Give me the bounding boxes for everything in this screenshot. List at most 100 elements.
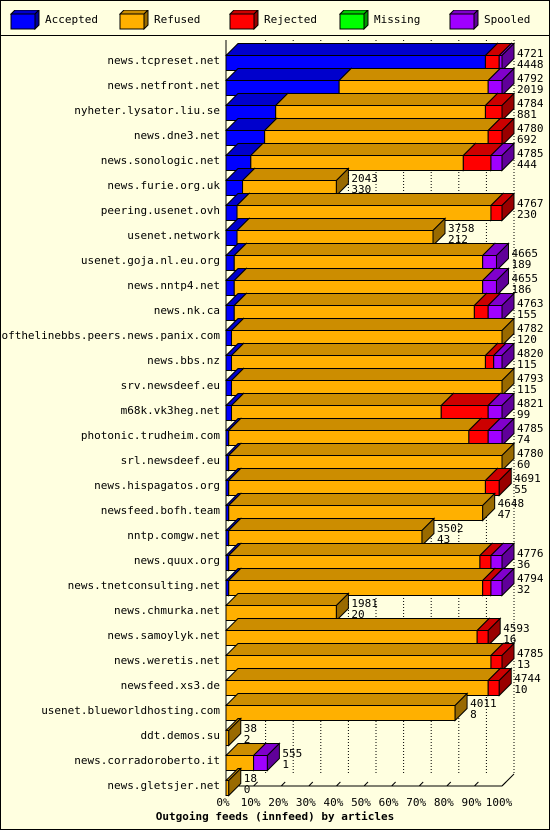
bar-segment-refused xyxy=(263,117,502,147)
row-label: newsfeed.bofh.team xyxy=(101,504,221,517)
bar-segment-refused xyxy=(224,667,502,697)
bar-segment-rejected-face xyxy=(490,205,503,221)
x-tick-label: 40% xyxy=(323,796,343,809)
row-label: news.chmurka.net xyxy=(114,604,220,617)
row-label: endofthelinebbs.peers.news.panix.com xyxy=(0,329,220,342)
row-label: usenet.network xyxy=(127,229,220,242)
bar-segment-refused-top xyxy=(233,268,496,281)
row-total-label: 4793 xyxy=(517,372,544,385)
row-accepted-label: 230 xyxy=(517,208,537,221)
x-tick-mark xyxy=(474,781,479,787)
x-tick-mark xyxy=(418,781,424,787)
row-total-label: 4721 xyxy=(517,47,544,60)
bar-segment-rejected-face xyxy=(462,155,492,171)
bar-segment-rejected-side xyxy=(487,617,501,647)
row-total-label: 4820 xyxy=(517,347,544,360)
bar-segment-spooled xyxy=(486,67,516,97)
bar-segment-refused-side xyxy=(432,217,446,247)
bar-segment-refused xyxy=(235,217,447,247)
row-accepted-label: 330 xyxy=(351,183,371,196)
legend-swatch-box-rejected xyxy=(228,8,260,31)
bar-segment-refused-top xyxy=(224,668,502,681)
x-tick-mark xyxy=(308,781,314,787)
row-accepted-label: 16 xyxy=(503,633,516,646)
x-tick-label: 50% xyxy=(351,796,371,809)
row-label: srv.newsdeef.eu xyxy=(121,379,220,392)
legend-swatch-box-spooled xyxy=(448,8,480,31)
row-accepted-label: 55 xyxy=(514,483,527,496)
bar-segment-refused-top xyxy=(227,568,496,581)
bar-segment-accepted-face xyxy=(225,305,235,321)
bar-segment-rejected-face xyxy=(482,580,492,596)
legend-swatch-box-missing-side xyxy=(363,8,369,31)
bar-segment-refused-side xyxy=(228,717,242,747)
bar-segment-refused xyxy=(241,167,350,197)
bar-segment-accepted xyxy=(224,67,353,97)
bar-segment-refused-top xyxy=(235,193,505,206)
row-total-label: 4655 xyxy=(511,272,537,285)
bar-segment-refused-top xyxy=(230,318,516,331)
legend-swatch-box-accepted xyxy=(9,8,41,31)
row-accepted-label: 32 xyxy=(517,583,530,596)
row-label: news.dne3.net xyxy=(134,129,220,142)
row-accepted-label: 186 xyxy=(511,283,531,296)
row-accepted-label: 0 xyxy=(244,783,251,796)
bar-segment-accepted-top xyxy=(224,43,499,56)
bar-segment-rejected xyxy=(440,392,502,422)
bar-segment-accepted-face xyxy=(225,205,238,221)
row-total-label: 4780 xyxy=(517,122,544,135)
row-total-label: 4776 xyxy=(517,547,544,560)
bar-segment-refused xyxy=(224,692,469,722)
bar-segment-refused-side xyxy=(421,517,435,547)
x-tick-label: 60% xyxy=(379,796,399,809)
row-total-label: 4785 xyxy=(517,647,544,660)
bar-segment-refused-side xyxy=(501,367,515,397)
row-label: nntp.comgw.net xyxy=(127,529,220,542)
row-accepted-label: 212 xyxy=(448,233,468,246)
row-total-label: 4821 xyxy=(517,397,544,410)
row-label: news.quux.org xyxy=(134,554,220,567)
row-label: ddt.demos.su xyxy=(141,729,220,742)
chart-title: Outgoing feeds (innfeed) by articles xyxy=(155,810,395,823)
legend-swatch-box-spooled-side xyxy=(473,8,479,31)
bar-segment-refused-top xyxy=(227,493,496,506)
row-label: news.corradoroberto.it xyxy=(74,754,220,767)
bar-segment-spooled-face xyxy=(253,755,268,771)
legend-swatch-spooled xyxy=(448,8,480,31)
legend-label-missing: Missing xyxy=(374,13,421,26)
bar-segment-refused xyxy=(227,517,436,547)
x-tick-label: 100% xyxy=(486,796,513,809)
row-accepted-label: 2 xyxy=(244,733,251,746)
row-label: news.tnetconsulting.net xyxy=(68,579,220,592)
bar-segment-refused-top xyxy=(224,693,469,706)
row-accepted-label: 13 xyxy=(517,658,530,671)
bar-segment-accepted xyxy=(224,42,499,72)
bar-segment-refused xyxy=(227,417,483,447)
row-label: nyheter.lysator.liu.se xyxy=(74,104,220,117)
row-accepted-label: 4448 xyxy=(517,58,544,71)
bar-segment-spooled xyxy=(481,267,510,297)
bar-segment-refused xyxy=(230,367,516,397)
bar-segment-rejected-side xyxy=(498,667,512,697)
bar-segment-refused xyxy=(233,267,496,297)
x-tick-label: 70% xyxy=(406,796,426,809)
row-total-label: 4593 xyxy=(503,622,530,635)
bar-segment-refused xyxy=(227,442,516,472)
x-tick-mark xyxy=(253,781,258,787)
bar-segment-refused xyxy=(249,142,477,172)
row-label: news.weretis.net xyxy=(114,654,220,667)
bar-segment-refused-side xyxy=(482,492,496,522)
bar-segment-refused-side xyxy=(454,692,468,722)
bar-segment-rejected xyxy=(484,467,513,497)
bar-segment-refused xyxy=(224,767,242,797)
bar-segment-accepted-face xyxy=(225,280,235,296)
bar-segment-accepted-top xyxy=(224,68,353,81)
bar-segment-spooled-side xyxy=(501,142,515,172)
row-label: news.bbs.nz xyxy=(147,354,220,367)
bar-segment-spooled-side xyxy=(501,67,515,97)
row-total-label: 18 xyxy=(244,772,257,785)
legend-label-accepted: Accepted xyxy=(45,13,98,26)
row-accepted-label: 43 xyxy=(437,533,450,546)
row-label: usenet.blueworldhosting.com xyxy=(41,704,220,717)
bar-segment-spooled xyxy=(486,292,516,322)
